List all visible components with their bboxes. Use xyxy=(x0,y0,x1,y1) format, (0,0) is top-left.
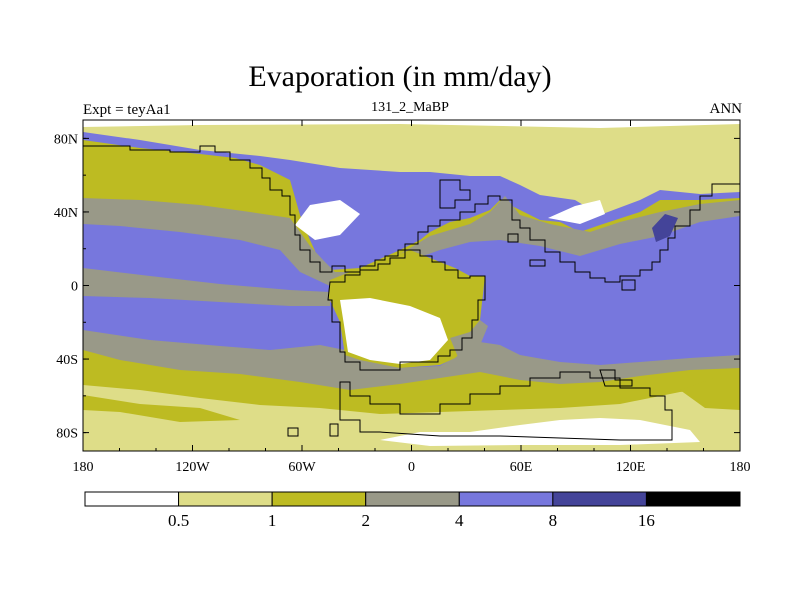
colorbar-swatch-4 xyxy=(458,491,554,507)
field-north-band-mid xyxy=(83,196,740,286)
colorbar-swatch-0 xyxy=(84,491,180,507)
colorbar: 0.5 1 2 4 8 16 xyxy=(84,491,741,530)
coastline-layer xyxy=(83,120,740,441)
colorbar-label-0: 0.5 xyxy=(168,511,189,530)
coastline-island-east xyxy=(621,279,636,291)
y-tick-label-0: 80N xyxy=(54,132,78,147)
field-north-white-1 xyxy=(295,200,360,240)
field-north-band-lowest xyxy=(83,120,740,215)
x-tick-label-1: 120W xyxy=(175,460,210,475)
map-field-layer xyxy=(83,120,740,451)
field-high-patch xyxy=(652,214,678,242)
coastline-inner-sea xyxy=(439,179,471,209)
colorbar-label-5: 16 xyxy=(638,511,655,530)
coastline-small-island-1 xyxy=(287,427,299,437)
field-north-white-2 xyxy=(548,200,605,224)
x-tick-label-6: 180 xyxy=(730,460,751,475)
colorbar-swatch-2 xyxy=(271,491,367,507)
colorbar-swatch-5 xyxy=(552,491,647,507)
y-tick-label-3: 40S xyxy=(56,353,78,368)
field-interior-white xyxy=(340,298,448,364)
chart-title: Evaporation (in mm/day) xyxy=(248,60,552,93)
colorbar-swatch-3 xyxy=(365,491,460,507)
field-south-pacific-patch xyxy=(83,395,240,422)
x-tick-label-0: 180 xyxy=(73,460,94,475)
colorbar-label-2: 2 xyxy=(361,511,370,530)
x-tick-label-4: 60E xyxy=(510,460,533,475)
y-tick-label-1: 40N xyxy=(54,206,78,221)
axes-layer: 180 120W 60W 0 60E 120E 180 80N 40N 0 40S 80S xyxy=(54,120,751,475)
y-tick-label-2: 0 xyxy=(71,280,78,295)
colorbar-label-3: 4 xyxy=(455,511,464,530)
field-south-white xyxy=(380,418,700,446)
field-north-band-low xyxy=(83,140,740,280)
x-tick-label-5: 120E xyxy=(616,460,646,475)
y-tick-label-4: 80S xyxy=(56,427,78,442)
field-south-east-patch xyxy=(680,378,740,410)
colorbar-swatch-6 xyxy=(645,491,741,507)
coastline-small-island-2 xyxy=(329,423,339,437)
period-label: 131_2_MaBP xyxy=(371,100,449,115)
coastline-south-continent xyxy=(327,249,486,371)
colorbar-swatch-1 xyxy=(178,491,273,507)
x-tick-label-2: 60W xyxy=(288,460,316,475)
coastline-island-north-1 xyxy=(507,233,519,243)
coastline-north-continent xyxy=(83,120,740,283)
coastline-east-peninsula xyxy=(599,369,633,387)
season-label: ANN xyxy=(709,101,743,117)
colorbar-label-1: 1 xyxy=(268,511,277,530)
coastline-island-north-2 xyxy=(529,259,546,267)
field-interior-east-mid xyxy=(450,320,488,362)
colorbar-label-4: 8 xyxy=(549,511,558,530)
x-tick-label-3: 0 xyxy=(408,460,415,475)
experiment-label: Expt = teyAa1 xyxy=(83,102,171,118)
coastline-southern-polar xyxy=(339,371,673,441)
field-equatorial-tongue xyxy=(83,268,330,306)
